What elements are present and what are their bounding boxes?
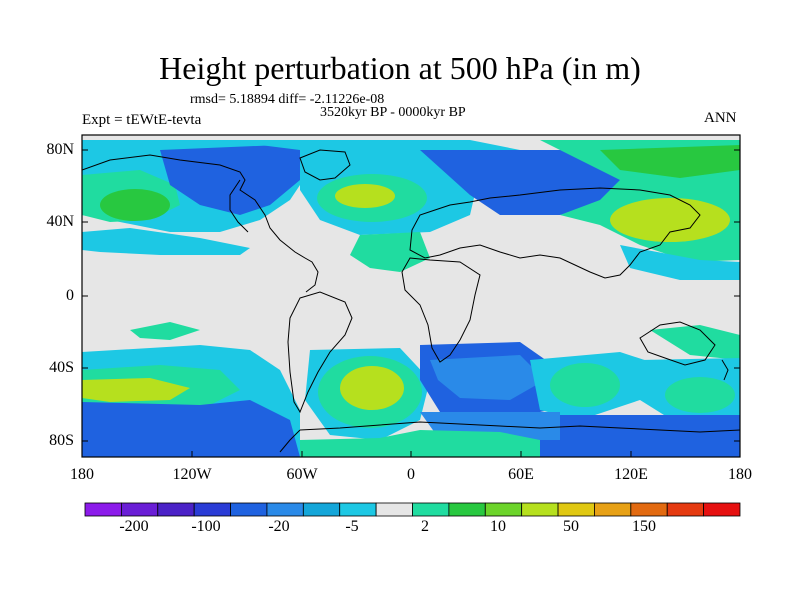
region-s-pacific-core (82, 378, 190, 402)
colorbar-swatch (703, 502, 741, 517)
lat-label: 40N (46, 213, 74, 230)
colorbar-swatch (193, 502, 231, 517)
region-s-atlantic-core (340, 366, 404, 410)
region-far-east-green (600, 145, 740, 178)
region-atlantic-core (335, 184, 395, 208)
colorbar-swatch (557, 502, 595, 517)
colorbar-label: 2 (421, 518, 429, 535)
colorbar-label: -5 (345, 518, 359, 535)
colorbar-swatch (339, 502, 377, 517)
lat-label: 40S (49, 359, 74, 376)
region-atlantic-south-green (350, 232, 430, 272)
colorbar-swatch (630, 502, 668, 517)
colorbar-swatch (521, 502, 559, 517)
region-antarctic-blue (540, 415, 740, 457)
region-antarctic-green (300, 430, 540, 457)
region-s-indian-green (550, 363, 620, 407)
colorbar-swatch (120, 502, 159, 517)
region-s-pacific-small-green (130, 322, 200, 340)
colorbar-swatch (266, 502, 304, 517)
region-southern-ocean-blue (82, 400, 300, 457)
region-s-indian-mid (430, 355, 545, 400)
region-subtropic-cyan (82, 228, 250, 255)
colorbar-label: 150 (632, 518, 656, 535)
colorbar-swatch (157, 502, 195, 517)
lat-label: 80N (46, 141, 74, 158)
colorbar-label: -200 (119, 518, 149, 535)
stats-text: rmsd= 5.18894 diff= -2.11226e-08 (190, 92, 385, 107)
lon-label: 60W (286, 466, 318, 483)
season-label: ANN (704, 110, 737, 126)
lon-label: 180 (70, 466, 94, 483)
region-n-pacific-core (100, 189, 170, 221)
colorbar-label: 50 (563, 518, 579, 535)
experiment-label: Expt = tEWtE-tevta (82, 112, 202, 128)
figure-title: Height perturbation at 500 hPa (in m) (159, 50, 641, 86)
region-eurasia-blue (420, 150, 640, 215)
lon-label: 120E (614, 466, 648, 483)
region-s-pacific-east-green (665, 377, 735, 413)
colorbar-swatch (230, 502, 268, 517)
colorbar-swatch (594, 502, 632, 517)
contour-field (82, 135, 740, 457)
colorbar-swatch (484, 502, 523, 517)
colorbar-swatch (375, 502, 413, 517)
colorbar-swatch (302, 502, 341, 517)
period-label: 3520kyr BP - 0000kyr BP (320, 105, 466, 120)
coastlines (82, 149, 740, 453)
lon-label: 180 (728, 466, 752, 483)
region-pacific-west-cyan (620, 245, 740, 280)
colorbar-swatch (666, 502, 705, 517)
lon-label: 60E (508, 466, 534, 483)
region-asia-core (610, 198, 730, 242)
region-australia-green (650, 325, 740, 360)
colorbar-label: -100 (191, 518, 221, 535)
lat-label: 0 (66, 287, 74, 304)
colorbar-label: 10 (490, 518, 506, 535)
axis-ticks (81, 149, 741, 457)
colorbar-swatch (448, 502, 486, 517)
colorbar-label: -20 (268, 518, 290, 535)
colorbar-swatch (84, 502, 122, 517)
lon-label: 0 (407, 466, 415, 483)
colorbar-swatch (412, 502, 450, 517)
lat-label: 80S (49, 432, 74, 449)
lon-label: 120W (172, 466, 212, 483)
colorbar (84, 502, 741, 517)
